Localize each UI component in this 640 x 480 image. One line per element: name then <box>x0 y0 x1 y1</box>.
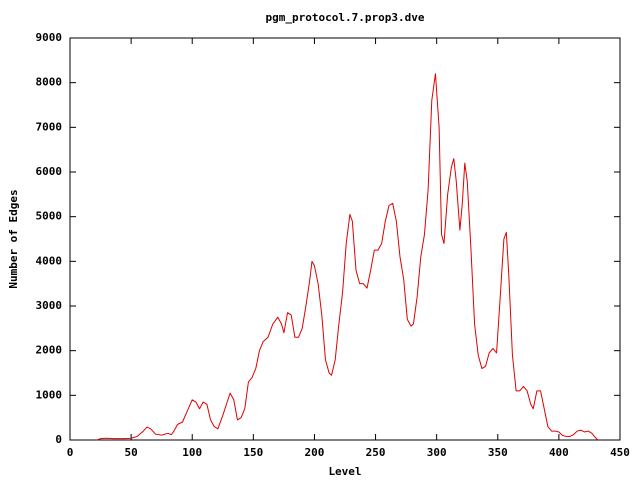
plot-frame <box>69 37 621 441</box>
x-tick-label: 0 <box>67 446 74 459</box>
y-tick-label: 9000 <box>36 31 63 44</box>
x-tick-label: 50 <box>124 446 137 459</box>
x-tick-label: 150 <box>243 446 263 459</box>
y-tick-label: 1000 <box>36 388 63 401</box>
chart-title: pgm_protocol.7.prop3.dve <box>266 11 425 24</box>
x-tick-label: 200 <box>305 446 325 459</box>
y-tick-label: 5000 <box>36 210 63 223</box>
x-axis-label: Level <box>328 465 361 478</box>
x-tick-label: 300 <box>427 446 447 459</box>
y-tick-label: 4000 <box>36 254 63 267</box>
x-tick-label: 350 <box>488 446 508 459</box>
y-tick-label: 3000 <box>36 299 63 312</box>
y-tick-label: 2000 <box>36 344 63 357</box>
x-tick-label: 100 <box>182 446 202 459</box>
y-tick-label: 7000 <box>36 120 63 133</box>
data-line <box>96 73 599 441</box>
x-tick-label: 250 <box>366 446 386 459</box>
y-axis-label: Number of Edges <box>7 189 20 288</box>
y-tick-label: 0 <box>55 433 62 446</box>
x-tick-label: 400 <box>549 446 569 459</box>
x-tick-label: 450 <box>610 446 630 459</box>
y-tick-label: 8000 <box>36 76 63 89</box>
y-tick-label: 6000 <box>36 165 63 178</box>
